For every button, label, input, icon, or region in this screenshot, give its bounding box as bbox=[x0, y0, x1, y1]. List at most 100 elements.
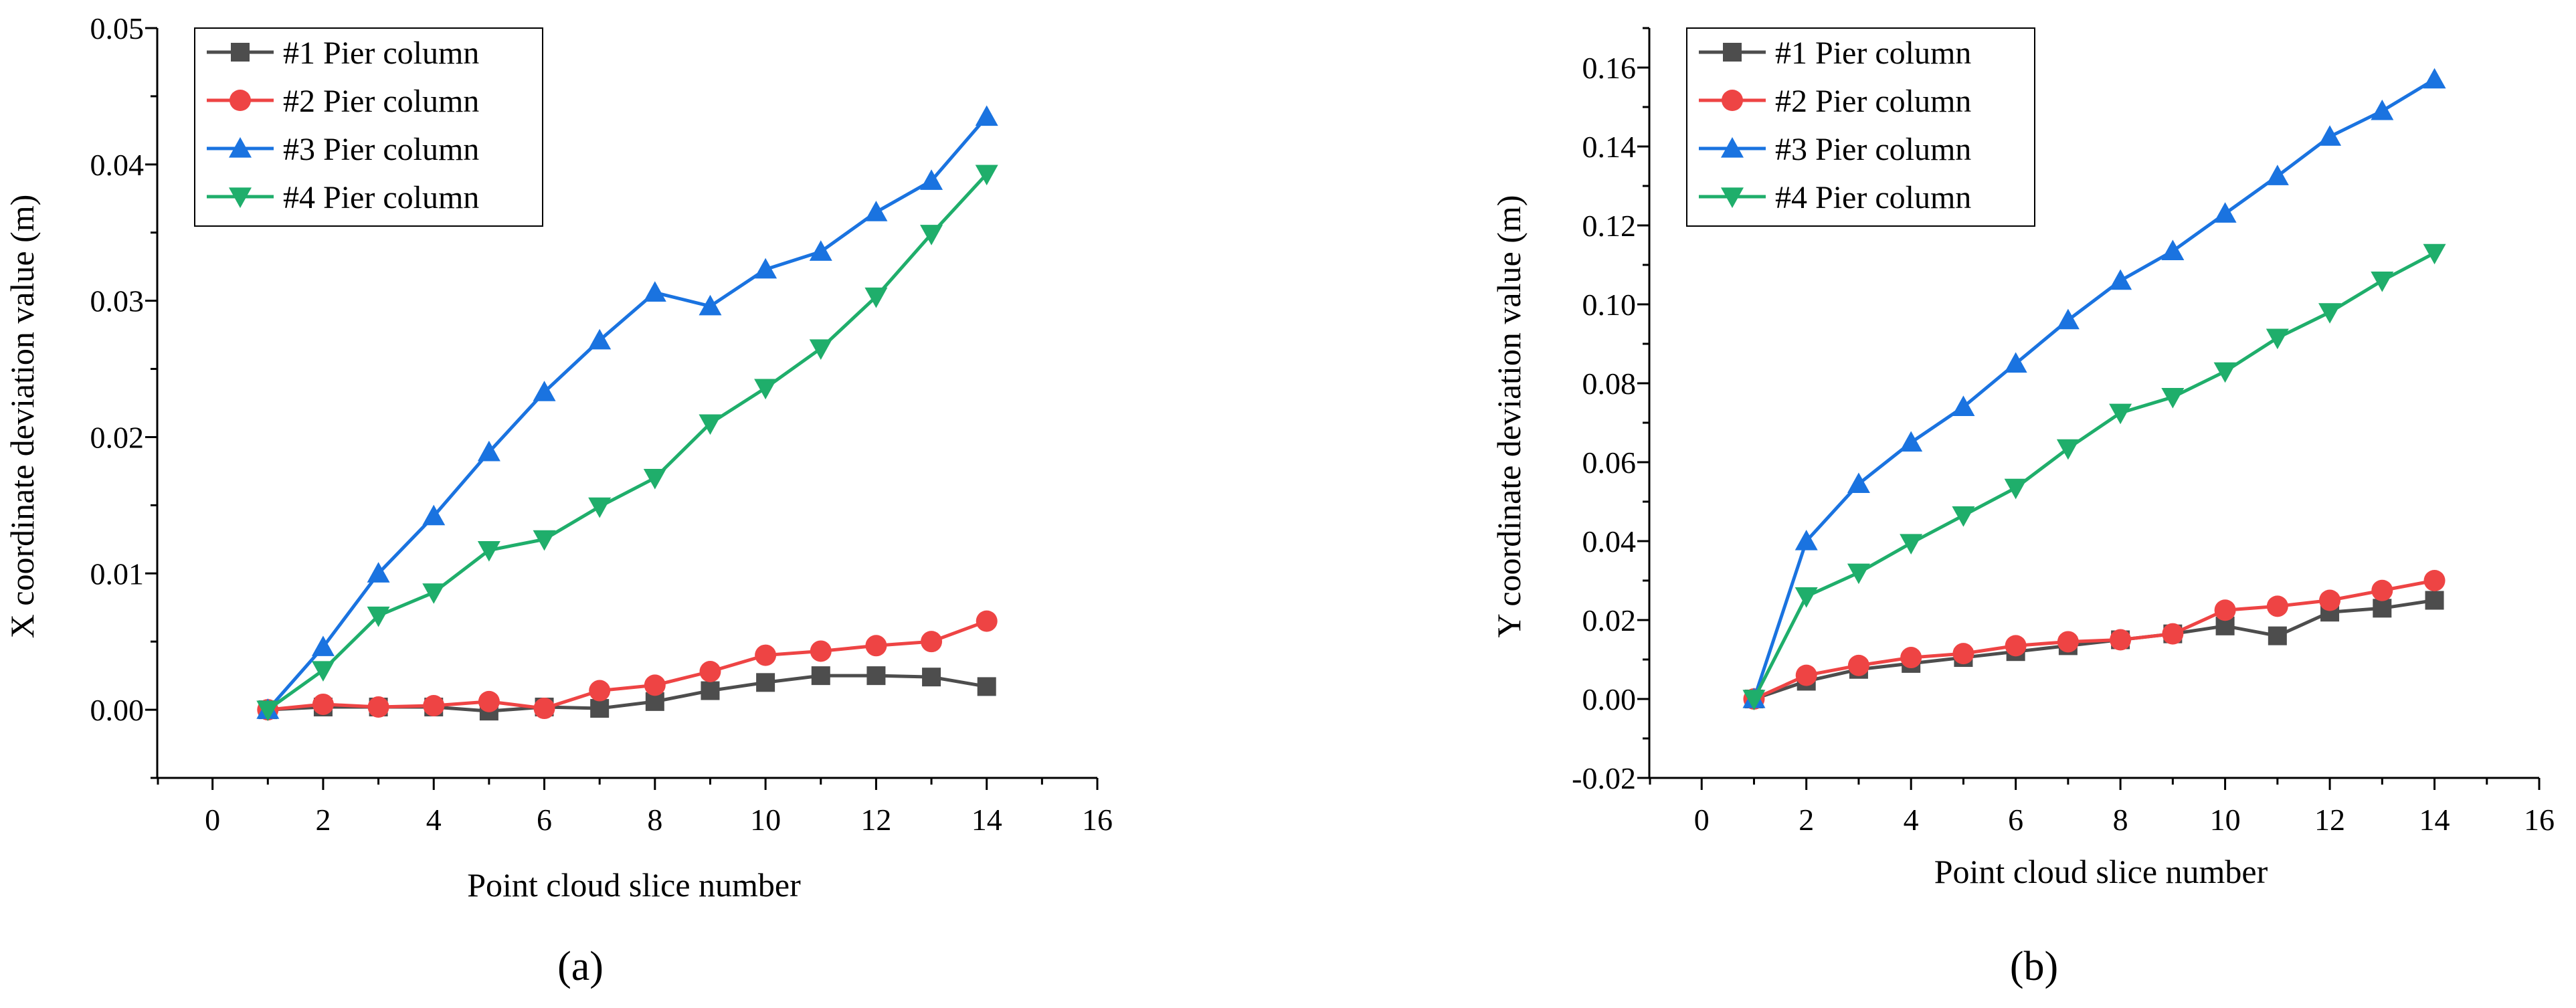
legend-marker bbox=[229, 137, 252, 158]
data-point-series-2 bbox=[2319, 589, 2341, 611]
legend-entry: #3 Pier column bbox=[283, 132, 479, 167]
data-point-series-3 bbox=[699, 294, 722, 316]
series-line-4 bbox=[266, 173, 988, 712]
data-point-series-2 bbox=[533, 698, 555, 720]
x-tick-label: 6 bbox=[537, 803, 552, 837]
data-point-series-1 bbox=[977, 677, 996, 696]
data-point-series-2 bbox=[478, 690, 500, 712]
data-point-series-4 bbox=[477, 541, 500, 562]
panel-label: (b) bbox=[2010, 944, 2058, 989]
data-point-series-3 bbox=[2266, 165, 2289, 185]
data-point-series-3 bbox=[367, 562, 390, 583]
data-point-series-1 bbox=[922, 668, 941, 687]
data-point-series-4 bbox=[588, 497, 612, 518]
data-point-series-2 bbox=[2214, 599, 2236, 621]
y-tick-label: 0.10 bbox=[1582, 288, 1637, 322]
data-point-series-3 bbox=[1847, 472, 1870, 494]
data-point-series-2 bbox=[644, 674, 666, 696]
legend-box bbox=[194, 27, 543, 227]
data-point-series-3 bbox=[809, 240, 832, 261]
y-tick-label: 0.12 bbox=[1582, 209, 1637, 243]
legend-marker bbox=[1721, 137, 1744, 158]
data-point-series-1 bbox=[701, 681, 720, 700]
data-point-series-4 bbox=[2213, 362, 2237, 383]
x-tick-label: 16 bbox=[1082, 803, 1113, 837]
data-point-series-2 bbox=[2110, 629, 2132, 651]
data-point-series-3 bbox=[2371, 99, 2394, 120]
y-tick-label: 0.04 bbox=[90, 148, 145, 182]
data-point-series-2 bbox=[976, 610, 998, 632]
x-tick-label: 14 bbox=[2419, 803, 2450, 837]
data-point-series-3 bbox=[588, 328, 612, 350]
data-point-series-2 bbox=[2162, 623, 2184, 645]
data-point-series-3 bbox=[2213, 202, 2237, 223]
data-point-series-2 bbox=[699, 661, 721, 683]
data-point-series-1 bbox=[756, 673, 775, 692]
x-axis-label: Point cloud slice number bbox=[467, 866, 801, 904]
data-point-series-4 bbox=[864, 287, 888, 308]
data-point-series-3 bbox=[311, 635, 335, 656]
data-point-series-4 bbox=[2109, 403, 2132, 425]
y-tick-label: 0.03 bbox=[90, 284, 145, 318]
data-point-series-4 bbox=[1795, 587, 1818, 608]
data-point-series-3 bbox=[477, 440, 500, 462]
data-point-series-1 bbox=[2425, 591, 2444, 610]
data-point-series-4 bbox=[2266, 328, 2289, 350]
data-point-series-2 bbox=[1847, 654, 1869, 676]
data-point-series-4 bbox=[1952, 506, 1975, 527]
chart-panel-b: 0 2 4 6 8 10 12 14 16 -0.02 0.00 0.02 0.04 0.06 0.08 0.… bbox=[1490, 27, 2555, 989]
data-point-series-3 bbox=[643, 281, 666, 302]
x-tick-label: 4 bbox=[1904, 803, 1919, 837]
y-axis-label: X coordinate deviation value (m) bbox=[3, 195, 41, 639]
x-tick-label: 6 bbox=[2008, 803, 2023, 837]
x-tick-label: 12 bbox=[2314, 803, 2345, 837]
data-point-series-2 bbox=[2005, 635, 2027, 657]
data-point-series-4 bbox=[920, 225, 943, 245]
legend-entry: #2 Pier column bbox=[283, 84, 479, 119]
legend-marker bbox=[231, 43, 250, 62]
data-point-series-4 bbox=[311, 661, 335, 682]
data-point-series-3 bbox=[422, 504, 446, 526]
y-axis-label: Y coordinate deviation value (m) bbox=[1490, 195, 1528, 638]
data-point-series-4 bbox=[2056, 439, 2080, 460]
data-point-series-4 bbox=[256, 700, 280, 722]
y-tick-label: 0.00 bbox=[1582, 682, 1637, 716]
data-point-series-2 bbox=[367, 696, 389, 718]
x-tick-label: 10 bbox=[2210, 803, 2241, 837]
data-point-series-3 bbox=[1900, 431, 1923, 452]
data-point-series-1 bbox=[590, 699, 610, 718]
legend-marker bbox=[1723, 43, 1742, 62]
y-tick-label: 0.05 bbox=[90, 11, 145, 45]
data-point-series-4 bbox=[809, 339, 832, 360]
x-tick-label: 2 bbox=[315, 803, 331, 837]
data-point-series-3 bbox=[2056, 308, 2080, 330]
data-point-series-4 bbox=[975, 165, 998, 186]
data-point-series-3 bbox=[1795, 530, 1818, 550]
legend-marker bbox=[1722, 90, 1743, 111]
x-tick-label: 12 bbox=[860, 803, 891, 837]
data-point-series-4 bbox=[2161, 388, 2185, 409]
y-tick-label: 0.02 bbox=[1582, 603, 1637, 637]
y-tick-label: 0.06 bbox=[1582, 445, 1637, 480]
data-point-series-2 bbox=[921, 631, 943, 653]
x-axis-label: Point cloud slice number bbox=[1934, 853, 2268, 890]
x-tick-label: 14 bbox=[972, 803, 1002, 837]
data-point-series-2 bbox=[755, 644, 777, 666]
x-tick-label: 2 bbox=[1799, 803, 1814, 837]
data-point-series-4 bbox=[1742, 690, 1766, 710]
data-point-series-1 bbox=[811, 666, 830, 686]
data-point-series-3 bbox=[2004, 352, 2027, 373]
x-tick-label: 16 bbox=[2524, 803, 2555, 837]
data-point-series-2 bbox=[2266, 595, 2288, 617]
y-tick-label: 0.02 bbox=[90, 420, 145, 454]
x-tick-label: 0 bbox=[1694, 803, 1710, 837]
data-point-series-4 bbox=[699, 414, 722, 435]
data-point-series-4 bbox=[2318, 303, 2342, 324]
series-line-4 bbox=[1752, 251, 2435, 700]
data-point-series-3 bbox=[975, 105, 998, 126]
data-point-series-3 bbox=[920, 169, 943, 190]
y-tick-label: 0.00 bbox=[90, 693, 145, 727]
data-point-series-2 bbox=[2371, 579, 2393, 601]
data-point-series-2 bbox=[2423, 570, 2446, 591]
